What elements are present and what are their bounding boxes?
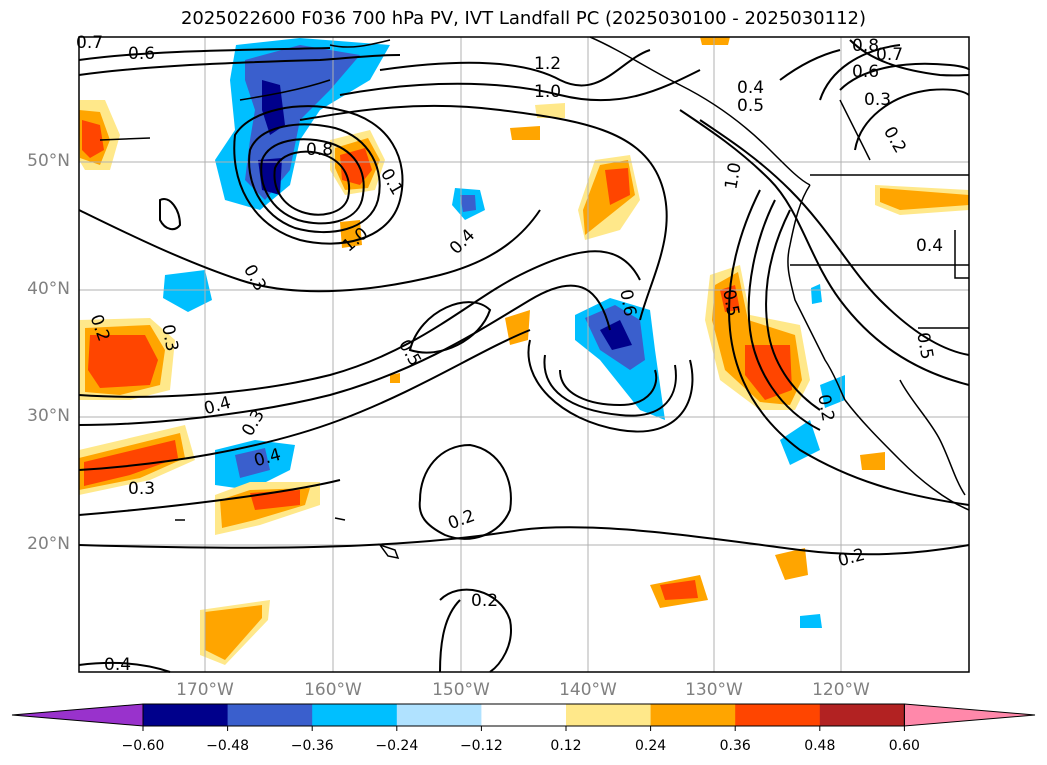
colorbar-segment xyxy=(143,704,229,726)
contour-label: 0.5 xyxy=(737,96,765,116)
colorbar-tick-label: −0.12 xyxy=(459,738,503,754)
contour-label: 0.8 xyxy=(852,36,880,56)
colorbar-extend-max xyxy=(903,703,1036,727)
colorbar-segment xyxy=(396,704,482,726)
colorbar-tick-label: 0.12 xyxy=(550,738,582,754)
contour-label: 0.4 xyxy=(104,655,132,675)
colorbar-segment xyxy=(650,704,736,726)
longitude-label: 160°W xyxy=(304,680,362,700)
latitude-label: 30°N xyxy=(27,406,70,426)
colorbar-tick-label: 0.60 xyxy=(888,738,920,754)
latitude-label: 50°N xyxy=(27,151,70,171)
coastline-layer xyxy=(99,36,970,560)
contour-label: 0.3 xyxy=(128,479,156,499)
colorbar-tick-label: 0.48 xyxy=(804,738,836,754)
map-frame xyxy=(78,36,970,673)
contour-label: 1.0 xyxy=(534,82,562,102)
shading-layer xyxy=(79,37,969,665)
contour-label: 0.6 xyxy=(852,62,880,82)
colorbar-tick-label: 0.36 xyxy=(719,738,751,754)
contour-label: 0.7 xyxy=(876,45,904,65)
colorbar-segment xyxy=(481,704,567,726)
map-title: 2025022600 F036 700 hPa PV, IVT Landfall… xyxy=(180,8,867,29)
colorbar-tick-label: −0.60 xyxy=(121,738,165,754)
colorbar-outline xyxy=(142,703,905,727)
colorbar-tick-label: −0.48 xyxy=(206,738,250,754)
contour-label: 0.2 xyxy=(471,591,499,611)
contour-layer xyxy=(78,39,970,673)
colorbar-segment xyxy=(819,704,905,726)
contour-label: 0.4 xyxy=(916,236,944,256)
colorbar-tick-label: −0.36 xyxy=(290,738,334,754)
colorbar-segment xyxy=(735,704,821,726)
colorbar-extend-min xyxy=(11,703,144,727)
longitude-label: 130°W xyxy=(685,680,743,700)
latitude-label: 20°N xyxy=(27,534,70,554)
colorbar-segment xyxy=(566,704,652,726)
contour-label: 1.2 xyxy=(534,54,562,74)
longitude-label: 140°W xyxy=(559,680,617,700)
colorbar-tick-label: 0.24 xyxy=(635,738,667,754)
colorbar-segment xyxy=(227,704,313,726)
contour-label: 0.4 xyxy=(737,78,765,98)
contour-label: 0.3 xyxy=(864,90,892,110)
colorbar xyxy=(11,703,1036,731)
graticule xyxy=(79,37,969,672)
longitude-label: 150°W xyxy=(432,680,490,700)
latitude-label: 40°N xyxy=(27,279,70,299)
contour-label: 0.7 xyxy=(76,33,104,53)
contour-label: 0.6 xyxy=(128,44,156,64)
longitude-label: 170°W xyxy=(176,680,234,700)
longitude-label: 120°W xyxy=(812,680,870,700)
colorbar-segment xyxy=(312,704,398,726)
colorbar-tick-label: −0.24 xyxy=(375,738,419,754)
contour-label: 0.8 xyxy=(306,140,334,160)
